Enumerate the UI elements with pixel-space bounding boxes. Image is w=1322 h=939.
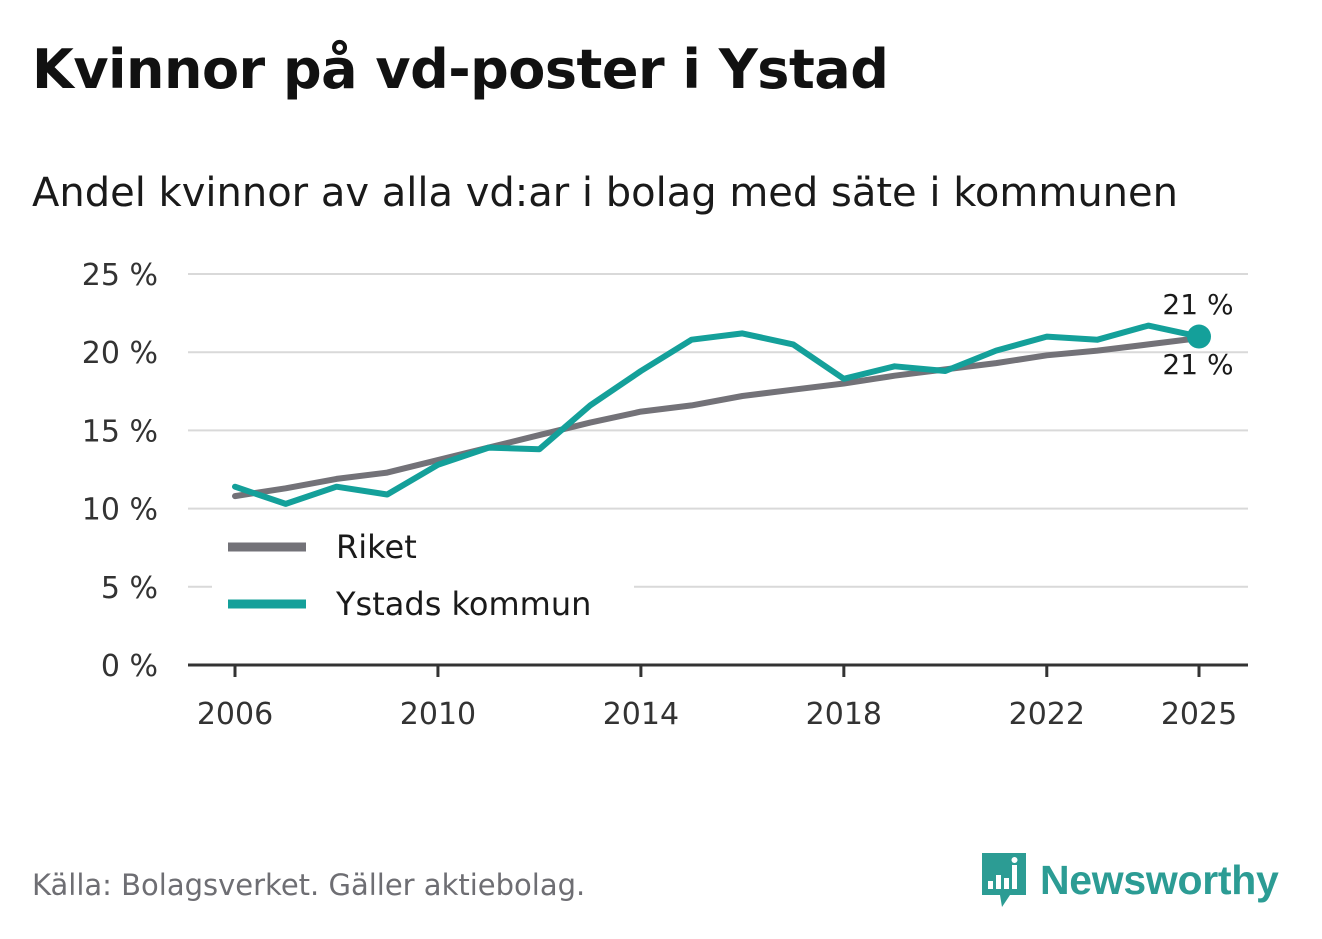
chart-title: Kvinnor på vd-poster i Ystad bbox=[32, 38, 889, 101]
end-marker-ystad bbox=[1187, 324, 1211, 349]
x-tick-label: 2010 bbox=[400, 697, 476, 732]
y-tick-label: 0 % bbox=[101, 649, 158, 684]
newsworthy-logo-icon bbox=[982, 853, 1026, 907]
brand-name: Newsworthy bbox=[1040, 856, 1279, 903]
end-label-riket: 21 % bbox=[1162, 348, 1233, 381]
series-line-ystad bbox=[232, 322, 1202, 507]
series-line-riket bbox=[232, 335, 1202, 500]
y-tick-labels: 0 % 5 % 10 % 15 % 20 % 25 % bbox=[82, 258, 158, 684]
end-label-ystad: 21 % bbox=[1162, 288, 1233, 321]
x-tick-label: 2006 bbox=[197, 697, 273, 732]
y-tick-label: 5 % bbox=[101, 571, 158, 606]
legend-label-riket: Riket bbox=[336, 528, 417, 566]
series-lines bbox=[232, 322, 1202, 507]
x-tick-label: 2018 bbox=[806, 697, 882, 732]
x-axis bbox=[188, 663, 1248, 677]
legend-background bbox=[212, 515, 634, 630]
brand-logo[interactable]: Newsworthy bbox=[980, 850, 1279, 910]
legend-label-ystad: Ystads kommun bbox=[335, 585, 591, 623]
x-tick-label: 2014 bbox=[603, 697, 679, 732]
chart-subtitle: Andel kvinnor av alla vd:ar i bolag med … bbox=[32, 170, 1178, 216]
source-note: Källa: Bolagsverket. Gäller aktiebolag. bbox=[32, 868, 586, 902]
end-labels: 21 % 21 % bbox=[1162, 288, 1233, 381]
x-tick-labels: 2006 2010 2014 2018 2022 2025 bbox=[197, 697, 1237, 732]
x-tick-label: 2025 bbox=[1161, 697, 1237, 732]
y-tick-label: 20 % bbox=[82, 336, 158, 371]
y-tick-label: 25 % bbox=[82, 258, 158, 293]
x-tick-label: 2022 bbox=[1009, 697, 1085, 732]
y-tick-label: 15 % bbox=[82, 414, 158, 449]
y-tick-label: 10 % bbox=[82, 493, 158, 528]
legend: Riket Ystads kommun bbox=[212, 515, 634, 630]
